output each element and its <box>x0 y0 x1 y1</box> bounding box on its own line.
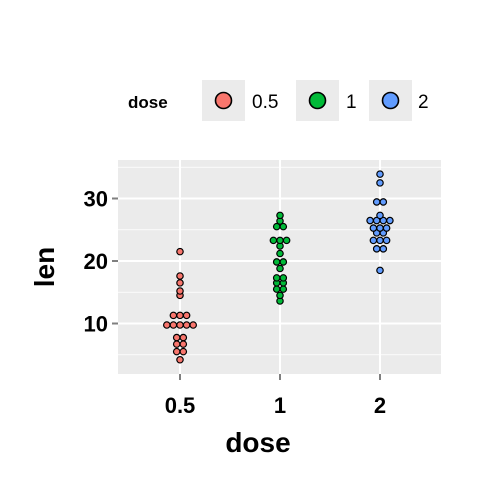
data-point <box>279 222 288 231</box>
data-point <box>176 321 184 329</box>
data-point <box>386 216 394 225</box>
legend-key-2 <box>381 91 400 110</box>
data-point <box>176 272 184 280</box>
data-point <box>276 264 284 273</box>
data-point <box>372 198 381 206</box>
data-point <box>176 355 184 364</box>
data-point <box>172 333 181 342</box>
data-point <box>376 211 384 220</box>
x-tick-label: 2 <box>374 393 386 418</box>
x-axis-title: dose <box>225 427 290 458</box>
data-point <box>279 285 288 293</box>
data-points <box>163 170 394 364</box>
data-point <box>169 311 178 320</box>
data-point <box>182 311 191 320</box>
legend-label-1: 1 <box>346 92 357 113</box>
x-tick-label: 1 <box>274 393 286 418</box>
y-axis-title: len <box>29 247 60 287</box>
legend-label-2: 2 <box>418 92 429 113</box>
axis-ticks: 10 20 30 0.5 1 2 <box>84 187 387 419</box>
data-point <box>382 236 391 245</box>
y-tick-label: 10 <box>84 312 108 337</box>
data-point <box>372 245 381 253</box>
data-point <box>376 179 384 187</box>
data-point <box>276 211 284 220</box>
data-point <box>189 321 198 329</box>
data-point <box>279 258 288 266</box>
data-point <box>276 236 284 245</box>
data-point <box>176 279 184 287</box>
data-point <box>172 340 181 348</box>
data-point <box>176 311 184 320</box>
data-point <box>276 291 284 300</box>
data-point <box>272 258 281 266</box>
data-point <box>382 224 391 232</box>
data-point <box>272 274 281 282</box>
data-point <box>369 236 378 245</box>
data-point <box>379 198 388 206</box>
legend-title: dose <box>128 93 168 112</box>
data-point <box>176 247 184 256</box>
data-point <box>169 321 178 329</box>
data-point <box>172 347 181 356</box>
data-point <box>366 216 374 225</box>
data-point <box>163 321 171 329</box>
data-point <box>376 224 384 232</box>
data-point <box>179 347 188 356</box>
data-point <box>376 266 384 275</box>
legend-key-1 <box>308 91 327 110</box>
data-point <box>376 170 384 178</box>
legend-label-0-5: 0.5 <box>252 92 278 113</box>
data-point <box>179 333 188 342</box>
data-point <box>179 340 188 348</box>
data-point <box>279 274 288 282</box>
legend-key-0-5 <box>214 91 233 110</box>
data-point <box>282 236 291 245</box>
y-tick-label: 30 <box>84 187 108 212</box>
legend: dose 0.5 1 2 <box>128 80 429 121</box>
data-point <box>369 224 378 232</box>
data-point <box>182 321 191 329</box>
data-point <box>379 245 388 253</box>
data-point <box>272 285 281 293</box>
data-point <box>176 287 184 295</box>
data-point <box>269 236 278 245</box>
data-point <box>276 249 284 258</box>
x-tick-label: 0.5 <box>165 393 196 418</box>
data-point <box>376 236 384 245</box>
y-tick-label: 20 <box>84 249 108 274</box>
